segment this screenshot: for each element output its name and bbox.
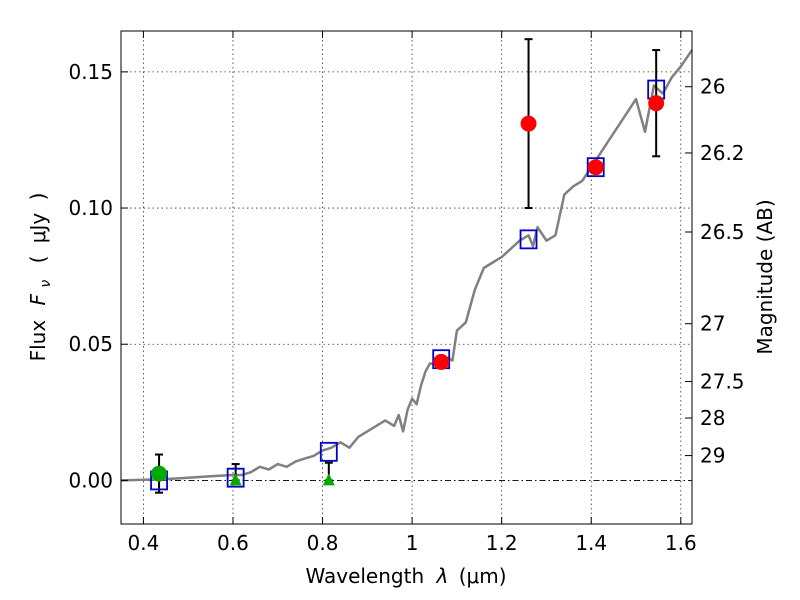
x-tick-label: 1.6	[665, 531, 697, 555]
data-markers	[150, 79, 666, 491]
x-tick-label: 0.4	[127, 531, 159, 555]
detection-point	[587, 159, 604, 176]
y-tick-labels: 0.00 0.05 0.10 0.15	[68, 60, 113, 493]
y2-tick-label: 27.5	[700, 370, 745, 394]
y2-tick-label: 26	[700, 75, 725, 99]
x-tick-labels: 0.4 0.6 0.8 1 1.2 1.4 1.6	[127, 531, 696, 555]
y2-axis-title: Magnitude (AB)	[753, 199, 777, 354]
x-tick-label: 0.6	[217, 531, 249, 555]
y2-tick-label: 29	[700, 444, 725, 468]
detection-point	[433, 353, 450, 370]
y-tick-label: 0.00	[68, 468, 113, 492]
x-tick-label: 1.2	[486, 531, 518, 555]
non-detection-point	[229, 473, 242, 486]
y-tick-label: 0.15	[68, 60, 113, 84]
model-photometry-point	[226, 467, 245, 488]
plot-frame	[120, 30, 693, 525]
y2-tick-labels: 26 26.2 26.5 27 27.5 28 29	[700, 75, 745, 468]
non-detection-point	[322, 473, 335, 486]
model-spectrum-line	[120, 49, 694, 482]
x-tick-label: 0.8	[307, 531, 339, 555]
error-bars	[155, 38, 661, 494]
axis-ticks	[121, 31, 692, 524]
marginal-detection-point	[151, 465, 168, 482]
model-photometry-point	[319, 441, 338, 462]
y-axis-title: Flux F ν ( μJy )	[26, 193, 55, 362]
y2-tick-label: 28	[700, 406, 725, 430]
y2-tick-label: 26.5	[700, 220, 745, 244]
y2-tick-label: 27	[700, 312, 725, 336]
x-tick-label: 1.4	[575, 531, 607, 555]
y2-tick-label: 26.2	[700, 141, 745, 165]
detection-point	[520, 115, 537, 132]
x-axis-title: Wavelength λ (μm)	[305, 564, 506, 588]
y-tick-label: 0.05	[68, 332, 113, 356]
x-tick-label: 1	[406, 531, 419, 555]
detection-point	[648, 95, 665, 112]
grid	[121, 31, 692, 524]
y-tick-label: 0.10	[68, 196, 113, 220]
model-photometry-point	[519, 229, 538, 250]
